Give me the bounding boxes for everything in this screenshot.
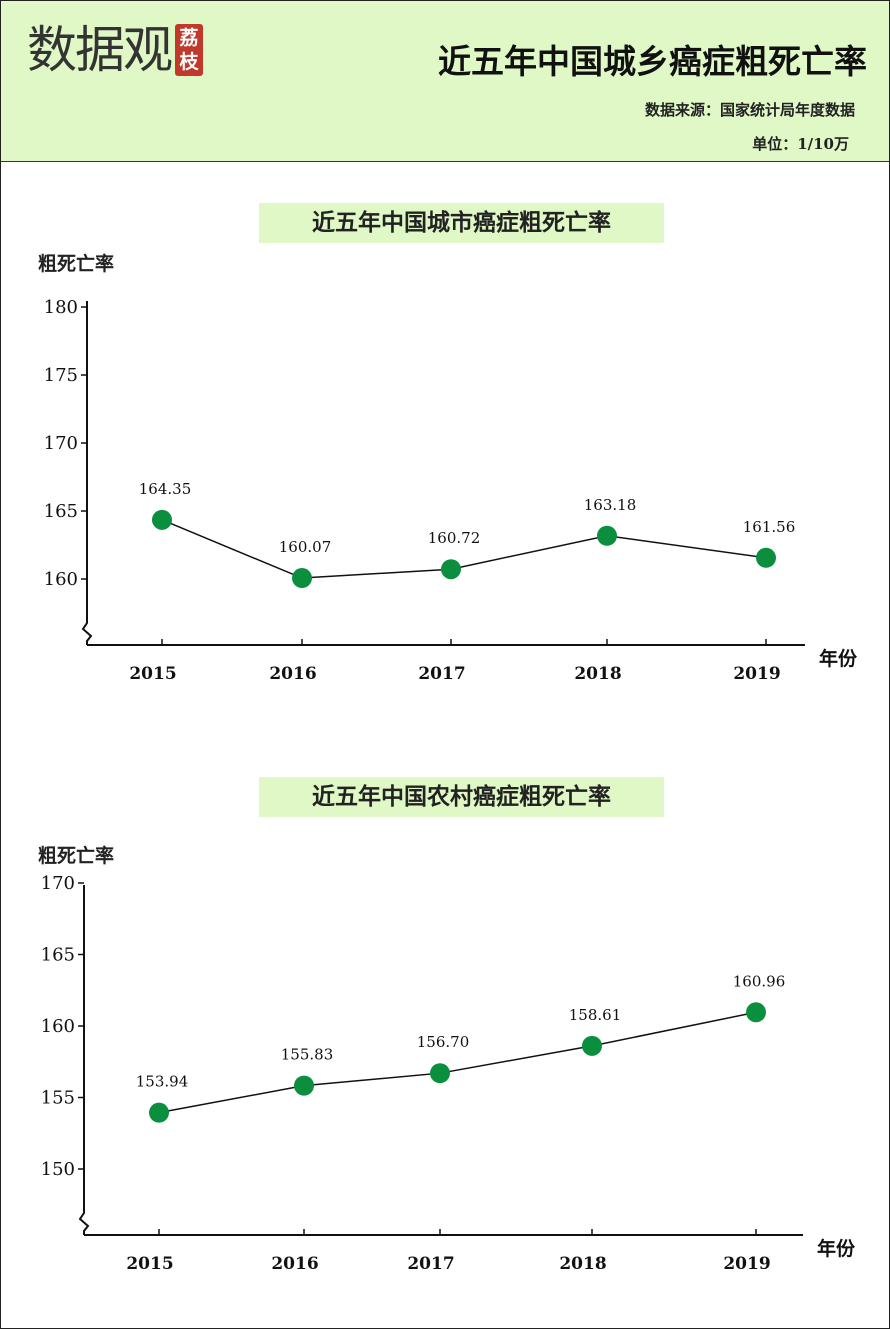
urban-data-label: 164.35 (139, 480, 192, 498)
logo-text: 数据观 (27, 21, 173, 79)
urban-data-point (756, 547, 776, 568)
rural-data-label: 158.61 (569, 1006, 622, 1024)
urban-y-axis-label: 粗死亡率 (38, 253, 115, 275)
urban-data-point (597, 525, 617, 546)
rural-data-point (294, 1075, 314, 1096)
rural-data-point (149, 1102, 169, 1123)
rural-y-axis (78, 885, 90, 1235)
rural-y-axis-label: 粗死亡率 (38, 845, 115, 867)
rural-data-point (746, 1002, 766, 1023)
urban-data-label: 163.18 (584, 496, 637, 514)
urban-y-tick-label: 180 (44, 297, 78, 318)
rural-data-label: 160.96 (733, 972, 786, 990)
unit-label: 单位：1/10万 (752, 135, 849, 153)
rural-x-tick-label: 2015 (126, 1254, 173, 1274)
urban-x-tick-label: 2017 (418, 664, 465, 684)
logo-badge-char: 荔 (179, 27, 199, 49)
header: 数据观 荔 枝 近五年中国城乡癌症粗死亡率 数据来源：国家统计局年度数据 单位：… (1, 1, 889, 162)
rural-y-tick-label: 165 (41, 945, 75, 966)
rural-series-line (158, 1011, 757, 1114)
urban-data-label: 161.56 (743, 518, 796, 536)
urban-data-label: 160.72 (428, 529, 481, 547)
urban-data-point (292, 568, 312, 589)
urban-x-tick-label: 2016 (269, 664, 316, 684)
rural-data-label: 156.70 (417, 1033, 470, 1051)
rural-y-tick-label: 170 (41, 873, 75, 894)
rural-data-point (582, 1035, 602, 1056)
rural-chart-title: 近五年中国农村癌症粗死亡率 (259, 777, 664, 817)
rural-x-tick-label: 2019 (723, 1254, 770, 1274)
rural-y-tick-label: 160 (41, 1016, 75, 1037)
rural-data-label: 153.94 (136, 1073, 189, 1091)
urban-x-tick-label: 2015 (129, 664, 176, 684)
rural-data-label: 155.83 (281, 1046, 334, 1064)
urban-y-tick-label: 160 (44, 569, 78, 590)
rural-line-chart: 150 155 160 165 170 2015 2016 2017 2018 2019 年份 153… (41, 873, 856, 1274)
logo-badge-char: 枝 (179, 51, 199, 73)
rural-x-tick-label: 2016 (271, 1254, 318, 1274)
rural-x-tick-label: 2017 (407, 1254, 454, 1274)
rural-y-tick-label: 150 (41, 1159, 75, 1180)
urban-x-axis-label: 年份 (819, 647, 858, 670)
rural-y-tick-label: 155 (41, 1088, 75, 1109)
urban-data-point (441, 559, 461, 580)
urban-y-axis (81, 301, 93, 645)
rural-data-point (430, 1063, 450, 1084)
logo-badge: 荔 枝 (175, 24, 203, 76)
urban-data-point (152, 509, 172, 530)
logo: 数据观 荔 枝 (27, 21, 203, 79)
urban-y-tick-label: 170 (44, 433, 78, 454)
urban-x-tick-label: 2019 (733, 664, 780, 684)
urban-y-tick-label: 165 (44, 501, 78, 522)
urban-chart-title: 近五年中国城市癌症粗死亡率 (259, 203, 664, 243)
rural-x-tick-label: 2018 (559, 1254, 606, 1274)
urban-data-label: 160.07 (279, 538, 332, 556)
rural-x-axis-label: 年份 (817, 1237, 856, 1260)
page-title: 近五年中国城乡癌症粗死亡率 (438, 42, 867, 81)
urban-line-chart: 160 165 170 175 180 2015 2016 2017 2018 2019 年份 164… (44, 297, 858, 684)
data-source: 数据来源：国家统计局年度数据 (644, 101, 855, 119)
urban-y-tick-label: 175 (44, 365, 78, 386)
urban-x-tick-label: 2018 (574, 664, 621, 684)
